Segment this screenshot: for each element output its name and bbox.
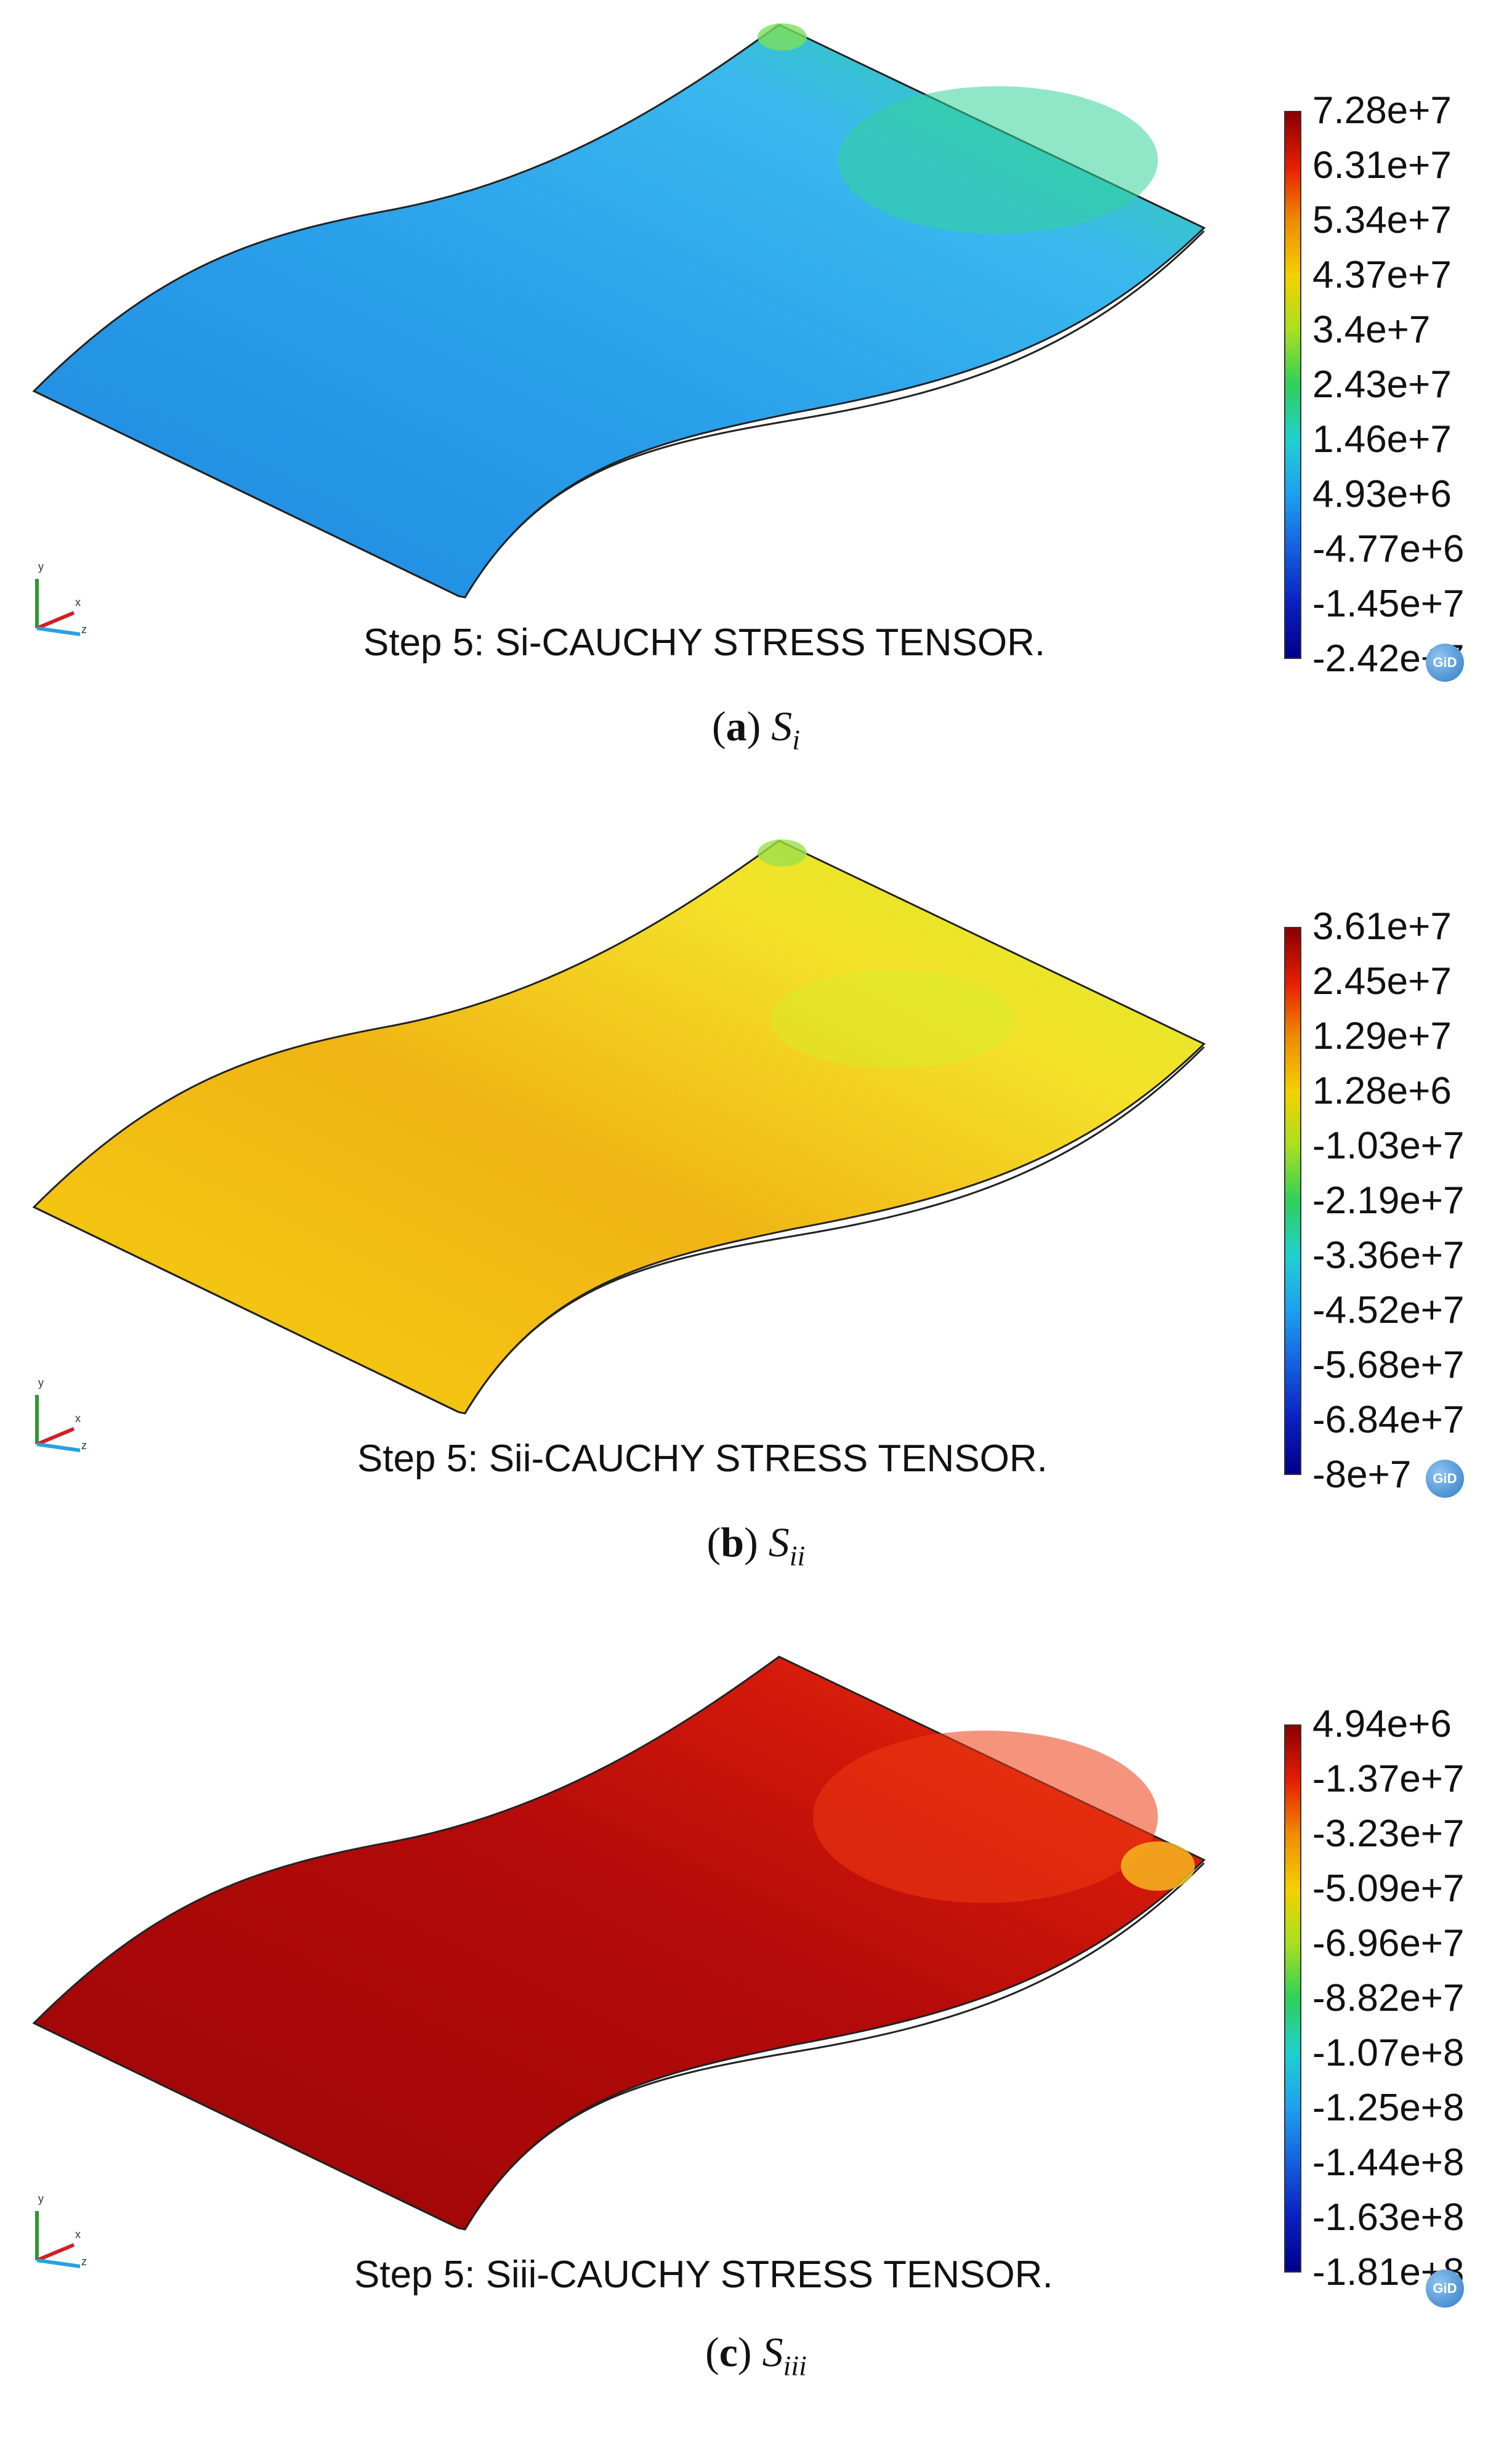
axis-triad-c: y x z <box>25 2186 105 2273</box>
legend-tick-label: 1.29e+7 <box>1312 1015 1452 1057</box>
gid-logo-a: GiD <box>1426 644 1464 682</box>
caption-c: (c) Siii <box>705 2329 807 2382</box>
surface-edge <box>464 1862 1205 2230</box>
legend-tick-label: -1.03e+7 <box>1312 1125 1465 1167</box>
gid-logo-b: GiD <box>1426 1460 1464 1498</box>
hot-zone <box>838 86 1158 234</box>
hot-zone <box>813 1731 1158 1903</box>
axis-x-label: x <box>75 2228 81 2241</box>
caption-b: (b) Sii <box>706 1519 806 1572</box>
legend-tick-label: -3.36e+7 <box>1312 1234 1465 1277</box>
legend-tick-label: -4.52e+7 <box>1312 1289 1465 1332</box>
legend-tick-label: -3.23e+7 <box>1312 1813 1465 1855</box>
axis-y-label: y <box>38 2192 44 2205</box>
legend-tick-label: -2.19e+7 <box>1312 1179 1465 1222</box>
surface-edge <box>464 1046 1205 1414</box>
hot-corner <box>758 23 807 51</box>
legend-tick-label: 4.93e+6 <box>1312 473 1452 515</box>
legend-tick-label: -1.07e+8 <box>1312 2032 1465 2074</box>
step-title-c: Step 5: Siii-CAUCHY STRESS TENSOR. <box>354 2253 1053 2296</box>
axis-z-label: z <box>81 2255 87 2268</box>
hot-corner <box>758 839 807 867</box>
legend-tick-label: 6.31e+7 <box>1312 144 1452 187</box>
legend-tick-label: -5.68e+7 <box>1312 1344 1465 1386</box>
legend-tick-label: -4.77e+6 <box>1312 528 1465 570</box>
axis-x-label: x <box>75 1412 81 1425</box>
surface-edge <box>464 230 1205 598</box>
legend-tick-label: 2.45e+7 <box>1312 960 1452 1003</box>
stress-surface-c <box>32 1655 1206 2231</box>
panel-a: 7.28e+7 6.31e+7 5.34e+7 4.37e+7 3.4e+7 2.43e+… <box>0 0 1512 813</box>
legend-tick-label: 4.94e+6 <box>1312 1703 1452 1745</box>
legend-tick-label: -1.45e+7 <box>1312 583 1465 625</box>
legend-tick-label: -1.63e+8 <box>1312 2196 1465 2239</box>
legend-tick-label: -6.96e+7 <box>1312 1922 1465 1965</box>
legend-tick-label: -1.25e+8 <box>1312 2087 1465 2129</box>
gid-logo-c: GiD <box>1426 2269 1464 2308</box>
step-title-b: Step 5: Sii-CAUCHY STRESS TENSOR. <box>357 1437 1048 1480</box>
legend-tick-label: 1.46e+7 <box>1312 418 1452 461</box>
legend-tick-label: 4.37e+7 <box>1312 254 1452 296</box>
legend-tick-label: 3.61e+7 <box>1312 905 1452 948</box>
legend-tick-label: 3.4e+7 <box>1312 309 1431 351</box>
surface-side <box>33 1206 459 1413</box>
legend-colorbar <box>1284 1724 1301 2273</box>
surface-side <box>33 2022 459 2229</box>
hot-corner <box>1121 1841 1195 1891</box>
panel-b: 3.61e+7 2.45e+7 1.29e+7 1.28e+6 -1.03e+7 -2.1… <box>0 816 1512 1629</box>
legend-tick-label: -8.82e+7 <box>1312 1977 1465 2019</box>
legend-tick-label: 5.34e+7 <box>1312 199 1452 241</box>
legend-tick-label: -1.44e+8 <box>1312 2141 1465 2184</box>
axis-triad-a: y x z <box>25 554 105 641</box>
legend-tick-label: -1.37e+7 <box>1312 1758 1465 1800</box>
axis-z-label: z <box>81 1439 87 1452</box>
legend-tick-label: 1.28e+6 <box>1312 1070 1452 1112</box>
legend-colorbar <box>1284 927 1301 1475</box>
axis-triad-b: y x z <box>25 1370 105 1457</box>
panel-c: 4.94e+6 -1.37e+7 -3.23e+7 -5.09e+7 -6.96e+7 -… <box>0 1632 1512 2445</box>
axis-y-label: y <box>38 560 44 573</box>
stress-surface-b <box>32 839 1206 1415</box>
surface-side <box>33 390 459 597</box>
legend-tick-label: 7.28e+7 <box>1312 89 1452 132</box>
axis-y-label: y <box>38 1376 44 1389</box>
legend-colorbar <box>1284 111 1301 659</box>
legend-tick-label: -6.84e+7 <box>1312 1399 1465 1441</box>
legend-tick-label: 2.43e+7 <box>1312 363 1452 406</box>
axis-x-label: x <box>75 596 81 608</box>
surface-top <box>32 839 1206 1415</box>
axis-z-label: z <box>81 623 87 636</box>
hot-zone <box>770 970 1016 1069</box>
step-title-a: Step 5: Si-CAUCHY STRESS TENSOR. <box>363 621 1046 664</box>
legend-tick-label: -8e+7 <box>1312 1453 1412 1496</box>
caption-a: (a) Si <box>711 703 801 756</box>
stress-surface-a <box>32 23 1206 599</box>
legend-tick-label: -5.09e+7 <box>1312 1867 1465 1910</box>
